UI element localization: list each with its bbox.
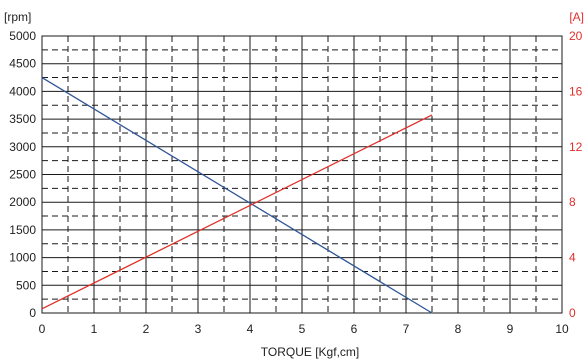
y-left-tick-label: 2000: [9, 195, 36, 209]
y-left-tick-label: 0: [29, 306, 36, 320]
y-right-tick-label: 0: [569, 306, 576, 320]
y-left-tick-label: 5000: [9, 29, 36, 43]
y-left-unit-label: [rpm]: [4, 10, 31, 24]
x-tick-label: 9: [507, 322, 514, 336]
y-right-tick-label: 12: [569, 140, 583, 154]
x-tick-label: 6: [351, 322, 358, 336]
y-left-tick-label: 3000: [9, 140, 36, 154]
x-tick-label: 10: [555, 322, 569, 336]
y-left-tick-label: 4000: [9, 84, 36, 98]
x-tick-label: 2: [143, 322, 150, 336]
y-right-tick-label: 20: [569, 29, 583, 43]
y-right-tick-label: 4: [569, 251, 576, 265]
current-series-line: [41, 114, 433, 310]
y-left-tick-label: 3500: [9, 112, 36, 126]
plot-frame: [41, 35, 563, 314]
x-tick-label: 5: [299, 322, 306, 336]
y-right-tick-label: 8: [569, 195, 576, 209]
y-left-tick-label: 1500: [9, 223, 36, 237]
y-left-tick-label: 500: [16, 278, 36, 292]
y-right-unit-label: [A]: [569, 10, 584, 24]
x-tick-label: 7: [403, 322, 410, 336]
x-tick-label: 8: [455, 322, 462, 336]
axis-layer: 0500100015002000250030003500400045005000…: [9, 29, 582, 336]
x-tick-label: 1: [91, 322, 98, 336]
grid-layer: [41, 35, 563, 314]
speed-series-line: [41, 76, 433, 314]
y-right-tick-label: 16: [569, 84, 583, 98]
y-left-tick-label: 2500: [9, 168, 36, 182]
y-left-tick-label: 4500: [9, 57, 36, 71]
x-tick-label: 4: [247, 322, 254, 336]
x-axis-label: TORQUE [Kgf,cm]: [261, 345, 359, 359]
x-tick-label: 3: [195, 322, 202, 336]
series-layer: [41, 76, 433, 314]
y-left-tick-label: 1000: [9, 251, 36, 265]
x-tick-label: 0: [39, 322, 46, 336]
